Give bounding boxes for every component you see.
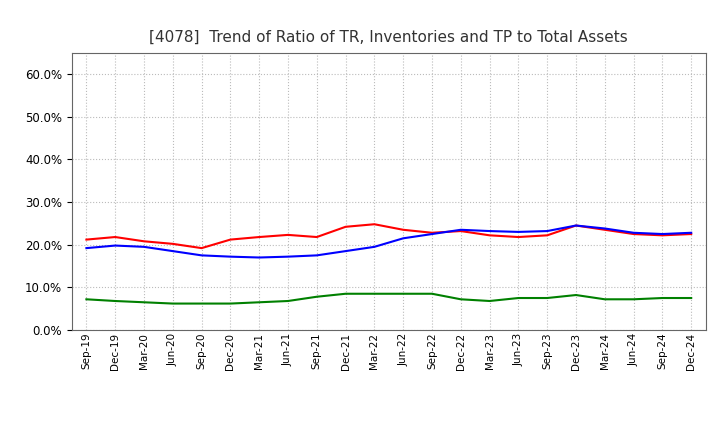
- Trade Payables: [514, 295, 523, 301]
- Inventories: [572, 223, 580, 228]
- Inventories: [687, 230, 696, 235]
- Inventories: [428, 231, 436, 237]
- Trade Receivables: [428, 230, 436, 235]
- Trade Payables: [543, 295, 552, 301]
- Inventories: [140, 244, 148, 249]
- Trade Receivables: [284, 232, 292, 238]
- Inventories: [82, 246, 91, 251]
- Inventories: [600, 226, 609, 231]
- Trade Payables: [82, 297, 91, 302]
- Trade Receivables: [255, 235, 264, 240]
- Trade Payables: [284, 298, 292, 304]
- Inventories: [111, 243, 120, 248]
- Line: Trade Receivables: Trade Receivables: [86, 224, 691, 248]
- Trade Payables: [341, 291, 350, 297]
- Trade Receivables: [658, 233, 667, 238]
- Trade Payables: [629, 297, 638, 302]
- Trade Receivables: [687, 231, 696, 237]
- Inventories: [255, 255, 264, 260]
- Title: [4078]  Trend of Ratio of TR, Inventories and TP to Total Assets: [4078] Trend of Ratio of TR, Inventories…: [150, 29, 628, 45]
- Inventories: [485, 228, 494, 234]
- Trade Receivables: [485, 233, 494, 238]
- Trade Payables: [600, 297, 609, 302]
- Trade Receivables: [197, 246, 206, 251]
- Inventories: [629, 230, 638, 235]
- Trade Payables: [226, 301, 235, 306]
- Inventories: [312, 253, 321, 258]
- Trade Receivables: [82, 237, 91, 242]
- Trade Receivables: [629, 231, 638, 237]
- Trade Payables: [687, 295, 696, 301]
- Inventories: [284, 254, 292, 259]
- Trade Payables: [370, 291, 379, 297]
- Trade Payables: [312, 294, 321, 299]
- Trade Payables: [572, 293, 580, 298]
- Trade Receivables: [543, 233, 552, 238]
- Trade Payables: [428, 291, 436, 297]
- Trade Receivables: [600, 227, 609, 232]
- Inventories: [399, 236, 408, 241]
- Trade Receivables: [456, 228, 465, 234]
- Trade Receivables: [226, 237, 235, 242]
- Trade Payables: [399, 291, 408, 297]
- Trade Payables: [456, 297, 465, 302]
- Line: Inventories: Inventories: [86, 226, 691, 257]
- Trade Receivables: [370, 222, 379, 227]
- Trade Payables: [485, 298, 494, 304]
- Inventories: [341, 249, 350, 254]
- Trade Payables: [111, 298, 120, 304]
- Inventories: [514, 229, 523, 235]
- Inventories: [226, 254, 235, 259]
- Trade Payables: [140, 300, 148, 305]
- Trade Receivables: [399, 227, 408, 232]
- Trade Receivables: [168, 241, 177, 246]
- Trade Payables: [168, 301, 177, 306]
- Trade Receivables: [572, 223, 580, 228]
- Trade Payables: [658, 295, 667, 301]
- Trade Receivables: [312, 235, 321, 240]
- Trade Payables: [255, 300, 264, 305]
- Inventories: [197, 253, 206, 258]
- Inventories: [456, 227, 465, 232]
- Line: Trade Payables: Trade Payables: [86, 294, 691, 304]
- Inventories: [658, 231, 667, 237]
- Inventories: [168, 249, 177, 254]
- Trade Receivables: [140, 238, 148, 244]
- Trade Receivables: [111, 235, 120, 240]
- Trade Receivables: [514, 235, 523, 240]
- Inventories: [543, 228, 552, 234]
- Trade Receivables: [341, 224, 350, 229]
- Inventories: [370, 244, 379, 249]
- Trade Payables: [197, 301, 206, 306]
